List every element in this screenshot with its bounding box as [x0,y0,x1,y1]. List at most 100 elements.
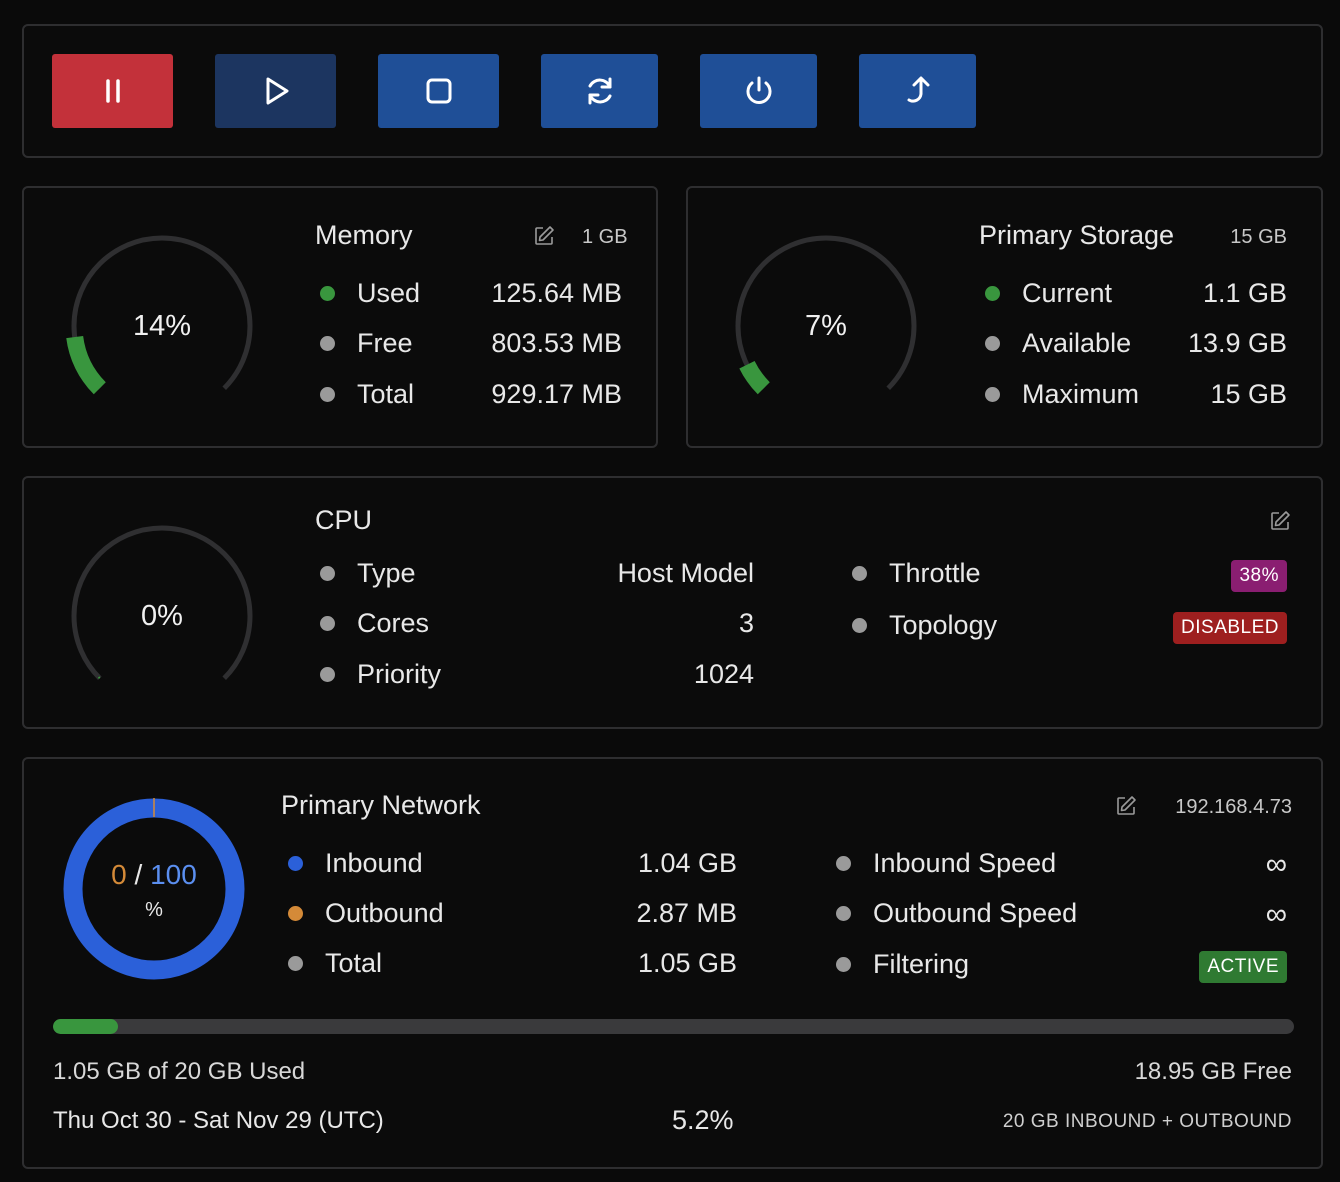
storage-available-value: 13.9 GB [1187,328,1287,358]
network-donut-value: 0 / 100 [62,859,246,891]
cpu-topology-badge: DISABLED [1173,612,1287,644]
storage-percent: 7% [805,309,847,342]
donut-separator: / [134,859,143,890]
edit-memory-icon[interactable] [533,225,555,247]
cpu-panel: 0% CPU Type Host Model Cores 3 Priority … [22,476,1323,729]
orange-dot [288,906,303,921]
memory-total-value: 929.17 MB [491,379,622,409]
memory-total-label: Total [320,379,414,410]
blue-dot [288,856,303,871]
play-button[interactable] [215,54,336,128]
network-percent-used: 5.2% [672,1105,734,1135]
gray-dot [320,616,335,631]
network-total-label: Total [288,948,382,979]
gray-dot [836,957,851,972]
memory-gauge: 14% [62,226,262,426]
refresh-icon [588,77,611,105]
network-used-text: 1.05 GB of 20 GB Used [53,1058,306,1085]
gray-dot [852,566,867,581]
green-dot [320,286,335,301]
gray-dot [320,336,335,351]
cpu-type-label: Type [320,558,416,589]
network-inbound-speed-value: ∞ [1265,848,1287,881]
storage-gauge: 7% [726,226,926,426]
network-period: Thu Oct 30 - Sat Nov 29 (UTC) [53,1107,384,1134]
cpu-percent: 0% [141,599,183,632]
network-filtering-badge: ACTIVE [1199,951,1287,983]
network-outbound-speed-label: Outbound Speed [836,898,1077,929]
donut-current: 0 [111,859,127,890]
gray-dot [836,906,851,921]
memory-free-value: 803.53 MB [491,328,622,358]
network-outbound-value: 2.87 MB [636,898,737,928]
network-inbound-speed-label: Inbound Speed [836,848,1056,879]
memory-percent: 14% [132,309,192,342]
network-inbound-value: 1.04 GB [637,848,737,878]
pause-button[interactable] [52,54,173,128]
network-ip: 192.168.4.73 [1175,796,1292,818]
network-free-text: 18.95 GB Free [1134,1058,1292,1085]
network-total-value: 1.05 GB [637,948,737,978]
storage-maximum-label: Maximum [985,379,1139,410]
memory-used-value: 125.64 MB [491,278,622,308]
cpu-topology-label: Topology [852,610,997,641]
storage-title: Primary Storage [979,220,1175,250]
memory-gauge-arc [66,235,253,395]
control-toolbar [22,24,1323,158]
power-icon [746,76,771,104]
stop-icon [426,78,451,104]
cpu-throttle-label: Throttle [852,558,981,589]
stop-button[interactable] [378,54,499,128]
network-usage-fill [53,1019,119,1034]
network-outbound-label: Outbound [288,898,444,929]
storage-current-label: Current [985,278,1112,309]
network-filtering-label: Filtering [836,949,969,980]
upload-icon [907,76,929,103]
network-panel: 0 / 100 % Primary Network 192.168.4.73 I… [22,757,1323,1169]
cpu-title: CPU [315,505,373,535]
network-quota-note: 20 GB INBOUND + OUTBOUND [1002,1111,1292,1132]
memory-panel: 14% Memory 1 GB Used 125.64 MB Free 803.… [22,186,658,448]
network-outbound-speed-value: ∞ [1265,898,1287,931]
gray-dot [836,856,851,871]
cpu-priority-value: 1024 [693,659,754,689]
memory-free-label: Free [320,328,413,359]
storage-available-label: Available [985,328,1131,359]
green-dot [985,286,1000,301]
storage-maximum-value: 15 GB [1210,379,1287,409]
memory-used-label: Used [320,278,420,309]
cpu-priority-label: Priority [320,659,441,690]
power-button[interactable] [700,54,817,128]
gray-dot [852,618,867,633]
storage-gauge-arc [735,235,917,395]
play-icon [266,77,288,105]
cpu-cores-value: 3 [738,608,754,638]
gray-dot [985,387,1000,402]
cpu-type-value: Host Model [617,558,754,588]
cpu-gauge-arc [71,525,253,680]
gray-dot [320,566,335,581]
cpu-cores-label: Cores [320,608,429,639]
network-title: Primary Network [281,790,481,820]
gray-dot [320,667,335,682]
pause-icon [105,79,120,103]
upload-button[interactable] [859,54,976,128]
cpu-throttle-badge: 38% [1231,560,1287,592]
memory-title: Memory [315,220,413,250]
gray-dot [985,336,1000,351]
storage-limit: 15 GB [1230,226,1287,248]
cpu-gauge: 0% [62,516,262,716]
restart-button[interactable] [541,54,658,128]
edit-network-icon[interactable] [1115,795,1137,817]
donut-unit: % [145,899,163,921]
storage-panel: 7% Primary Storage 15 GB Current 1.1 GB … [686,186,1323,448]
network-inbound-label: Inbound [288,848,423,879]
gray-dot [288,956,303,971]
network-usage-bar [53,1019,1294,1034]
memory-limit: 1 GB [582,226,628,248]
edit-cpu-icon[interactable] [1269,510,1291,532]
storage-current-value: 1.1 GB [1202,278,1287,308]
network-donut: 0 / 100 % [62,797,246,981]
network-donut-ring [63,798,245,980]
donut-max: 100 [150,859,197,890]
